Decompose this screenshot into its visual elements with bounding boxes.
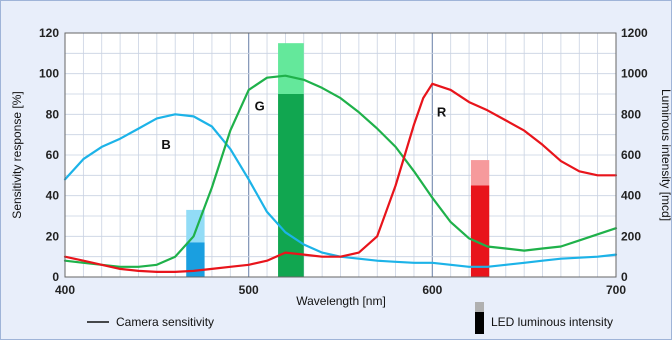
y-axis-label: Sensitivity response [%] <box>10 91 24 218</box>
y-tick-label: 0 <box>52 270 59 284</box>
y-tick-label: 60 <box>46 148 60 162</box>
curve-label-R: R <box>437 104 447 119</box>
x-tick-label: 600 <box>422 283 442 297</box>
legend-led-label: LED luminous intensity <box>491 315 613 329</box>
y2-tick-label: 800 <box>621 107 641 121</box>
tick-labels: 400 500 600 7000204060801001200200400600800… <box>39 26 648 297</box>
y-tick-label: 80 <box>46 107 60 121</box>
blue-led-bar-dark <box>186 242 205 277</box>
grid <box>65 33 616 277</box>
y-tick-label: 120 <box>39 26 59 40</box>
y2-tick-label: 1200 <box>621 26 648 40</box>
led-bars <box>186 43 490 277</box>
series-line-R <box>63 82 618 273</box>
legend-led-swatch-light <box>475 302 484 312</box>
plot-border <box>64 32 617 278</box>
red-led-bar-dark <box>470 185 490 277</box>
x-tick-label: 400 <box>55 283 75 297</box>
x-tick-label: 700 <box>606 283 626 297</box>
series-line-G <box>63 74 618 268</box>
y2-tick-label: 600 <box>621 148 641 162</box>
curve-label-G: G <box>255 98 265 113</box>
y2-axis-label: Luminous intensity [mcd] <box>659 89 672 221</box>
y2-tick-label: 200 <box>621 229 641 243</box>
curve-label-B: B <box>161 137 170 152</box>
x-tick-label: 500 <box>239 283 259 297</box>
sensitivity-lines <box>63 74 618 273</box>
green-led-bar-dark <box>278 94 304 277</box>
y-tick-label: 100 <box>39 67 59 81</box>
y2-tick-label: 400 <box>621 189 641 203</box>
x-axis-label: Wavelength [nm] <box>296 294 386 308</box>
y2-tick-label: 1000 <box>621 67 648 81</box>
y-tick-label: 40 <box>46 189 60 203</box>
legend-led-swatch-dark <box>475 312 484 334</box>
red-led-bar-light <box>470 160 490 186</box>
green-led-bar-light <box>278 43 304 94</box>
curve-labels: B G R <box>161 98 447 152</box>
legend-camera-label: Camera sensitivity <box>116 315 214 329</box>
y-tick-label: 20 <box>46 229 60 243</box>
y2-tick-label: 0 <box>621 270 628 284</box>
